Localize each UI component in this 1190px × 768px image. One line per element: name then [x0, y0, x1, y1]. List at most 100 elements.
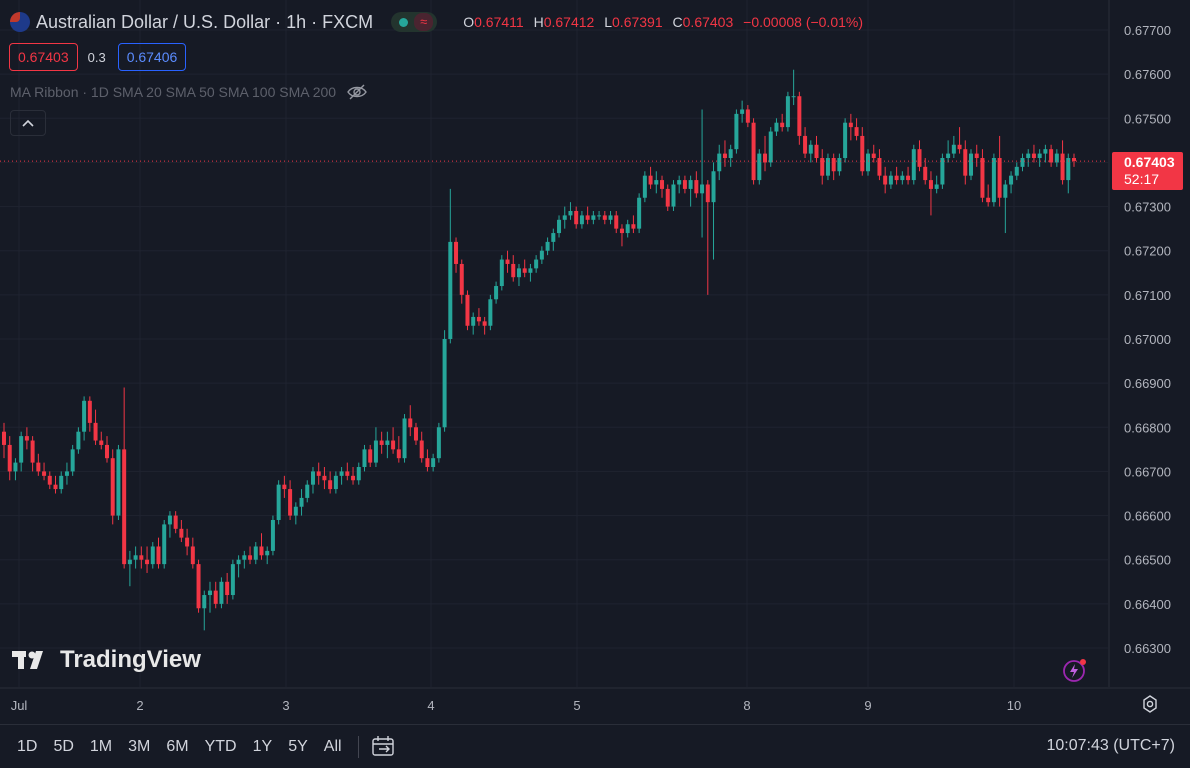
- candle-body: [711, 171, 716, 203]
- candle-body: [1037, 153, 1042, 159]
- toolbar-divider: [357, 735, 359, 758]
- clock-timezone[interactable]: 10:07:43 (UTC+7): [1046, 737, 1175, 754]
- candle-body: [482, 321, 487, 326]
- candle-body: [734, 113, 739, 150]
- candle-body: [700, 184, 705, 194]
- candle-body: [917, 149, 922, 167]
- candle-body: [825, 158, 830, 176]
- candle-body: [934, 184, 939, 189]
- candle-body: [402, 418, 407, 459]
- candle-body: [173, 515, 178, 529]
- candle-body: [906, 175, 911, 181]
- candle-body: [219, 581, 224, 604]
- candle-body: [385, 440, 390, 445]
- candle-body: [179, 528, 184, 538]
- time-axis-label: 2: [136, 698, 143, 713]
- candle-body: [242, 555, 247, 560]
- timeframe-all[interactable]: All: [323, 737, 342, 755]
- timeframe-buttons: 1D 5D 1M 3M 6M YTD 1Y 5Y All: [9, 738, 350, 756]
- candle-body: [391, 440, 396, 450]
- candle-body: [785, 96, 790, 128]
- candle-body: [167, 515, 172, 525]
- candle-body: [957, 144, 962, 150]
- price-axis-label: 0.67100: [1124, 288, 1171, 303]
- lightning-icon[interactable]: [1062, 657, 1088, 683]
- candle-body: [110, 458, 115, 516]
- candle-body: [70, 449, 75, 472]
- timeframe-3m[interactable]: 3M: [128, 737, 151, 755]
- candle-body: [465, 294, 470, 326]
- tradingview-logo[interactable]: TradingView: [12, 646, 201, 674]
- candle-body: [614, 215, 619, 229]
- candle-body: [476, 316, 481, 322]
- candle-body: [831, 158, 836, 172]
- candle-body: [1071, 158, 1077, 162]
- date-range-icon[interactable]: [371, 735, 397, 759]
- time-axis-label: 4: [427, 698, 434, 713]
- timeframe-6m[interactable]: 6M: [166, 737, 189, 755]
- candle-body: [442, 339, 447, 428]
- candle-body: [579, 215, 584, 225]
- close-value: 0.67403: [682, 14, 734, 30]
- candle-body: [448, 241, 453, 339]
- candle-body: [843, 122, 848, 159]
- candle-body: [803, 135, 808, 154]
- wave-icon: ≈: [414, 13, 434, 31]
- candle-body: [225, 581, 230, 596]
- candle-body: [328, 480, 333, 490]
- timeframe-1y[interactable]: 1Y: [252, 737, 273, 755]
- candle-body: [631, 224, 636, 229]
- open-value: 0.67411: [474, 14, 524, 30]
- tv-logo-icon: [12, 651, 43, 669]
- candle-body: [774, 122, 779, 132]
- sell-button[interactable]: 0.67403: [9, 43, 78, 71]
- price-axis-label: 0.66700: [1124, 464, 1171, 479]
- candle-body: [1054, 153, 1059, 163]
- change-value: −0.00008 (−0.01%): [743, 14, 864, 30]
- candle-body: [848, 122, 853, 128]
- candle-body: [156, 546, 161, 565]
- candle-body: [368, 449, 373, 463]
- indicator-label: MA Ribbon · 1D SMA 20 SMA 50 SMA 100 SMA…: [10, 84, 337, 100]
- eye-off-icon[interactable]: [346, 83, 368, 101]
- candle-body: [1031, 153, 1036, 159]
- candle-body: [551, 233, 556, 242]
- time-axis-label: Jul: [11, 698, 28, 713]
- candle-body: [373, 440, 378, 463]
- candle-body: [1009, 175, 1014, 185]
- bottom-toolbar: 1D 5D 1M 3M 6M YTD 1Y 5Y All: [0, 724, 1190, 768]
- candle-body: [528, 268, 533, 273]
- candle-body: [740, 109, 745, 114]
- symbol-title[interactable]: Australian Dollar / U.S. Dollar · 1h · F…: [36, 11, 374, 32]
- settings-gear-icon[interactable]: [1141, 695, 1159, 713]
- candle-body: [471, 316, 476, 326]
- timeframe-ytd[interactable]: YTD: [204, 737, 237, 755]
- candle-body: [911, 149, 916, 181]
- aud-usd-flag-icon: [10, 12, 30, 32]
- price-chart[interactable]: 0.677000.676000.675000.674000.673000.672…: [0, 0, 1190, 724]
- bar-countdown: 52:17: [1124, 171, 1160, 187]
- candle-body: [717, 153, 722, 172]
- candle-body: [625, 224, 630, 234]
- market-status-pill[interactable]: ≈: [391, 12, 438, 32]
- indicator-legend[interactable]: MA Ribbon · 1D SMA 20 SMA 50 SMA 100 SMA…: [10, 83, 368, 101]
- candle-body: [751, 122, 756, 181]
- collapse-legend-button[interactable]: [10, 110, 46, 136]
- timeframe-1d[interactable]: 1D: [17, 737, 38, 755]
- candle-body: [202, 595, 207, 609]
- candle-body: [562, 215, 567, 220]
- time-axis-label: 8: [743, 698, 750, 713]
- candle-body: [671, 184, 676, 207]
- price-axis-label: 0.66800: [1124, 420, 1171, 435]
- buy-button[interactable]: 0.67406: [117, 43, 187, 71]
- price-axis-label: 0.66400: [1124, 597, 1171, 612]
- timeframe-5d[interactable]: 5D: [53, 737, 74, 755]
- timeframe-1m[interactable]: 1M: [89, 737, 113, 755]
- candle-body: [413, 427, 418, 441]
- candle-body: [986, 197, 991, 203]
- candle-body: [894, 175, 899, 181]
- green-dot-icon: [399, 17, 409, 27]
- candle-body: [791, 96, 796, 98]
- timeframe-5y[interactable]: 5Y: [288, 737, 308, 755]
- candle-body: [270, 519, 275, 551]
